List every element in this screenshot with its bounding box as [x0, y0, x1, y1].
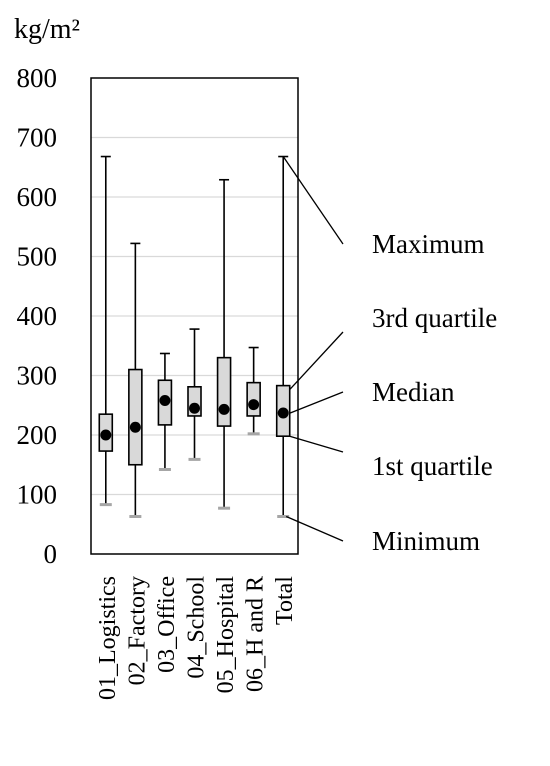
median-marker: [248, 399, 260, 411]
median-marker: [218, 403, 230, 415]
annotation-label: 1st quartile: [372, 451, 493, 481]
x-category-label: 05_Hospital: [213, 576, 239, 694]
x-category-label: 03_Office: [154, 576, 180, 673]
annotation-label: Maximum: [372, 229, 485, 259]
x-category-label: 02_Factory: [124, 576, 150, 685]
x-category-label: 06_H and R: [243, 576, 269, 692]
y-tick-label: 500: [17, 242, 58, 272]
x-category-label: Total: [272, 576, 298, 625]
x-category-label: 04_School: [184, 576, 210, 679]
y-tick-label: 300: [17, 361, 58, 391]
y-tick-label: 600: [17, 182, 58, 212]
median-marker: [189, 402, 200, 414]
x-axis-category-labels: 01_Logistics 02_Factory 03_Office 04_School…: [95, 576, 298, 700]
box-3: [157, 352, 173, 472]
plot-area-border: [90, 77, 299, 555]
y-tick-label: 800: [17, 63, 58, 93]
y-tick-label: 100: [17, 480, 58, 510]
annotation-leader-line: [289, 435, 344, 453]
y-tick-label: 400: [17, 301, 58, 331]
box-1: [98, 155, 114, 507]
y-axis-tick-labels: 0 100 200 300 400 500 600 700 800: [17, 63, 58, 569]
annotation-label: Minimum: [372, 526, 480, 556]
annotation-label: 3rd quartile: [372, 303, 497, 333]
box-5: [216, 178, 232, 510]
median-marker: [100, 429, 112, 441]
annotations: Maximum 3rd quartile Median 1st quartile Min…: [282, 156, 497, 556]
box-7: [275, 155, 291, 519]
annotation-label: Median: [372, 377, 455, 407]
box-4: [187, 328, 202, 461]
annotation-leader-line: [289, 391, 344, 414]
median-marker: [129, 421, 141, 433]
unit-label: kg/m²: [14, 14, 80, 45]
annotation-leader-line: [282, 156, 344, 245]
box-6: [246, 346, 261, 436]
x-category-label: 01_Logistics: [95, 576, 121, 700]
y-tick-label: 200: [17, 420, 58, 450]
annotation-leader-line: [289, 331, 344, 391]
boxes: [98, 155, 291, 519]
iqr-box: [128, 368, 143, 466]
iqr-box: [216, 356, 232, 427]
annotation-leader-line: [285, 515, 344, 542]
y-tick-label: 700: [17, 123, 58, 153]
box-2: [128, 242, 143, 519]
y-tick-label: 0: [44, 539, 58, 569]
median-marker: [159, 394, 171, 406]
median-marker: [277, 407, 289, 419]
